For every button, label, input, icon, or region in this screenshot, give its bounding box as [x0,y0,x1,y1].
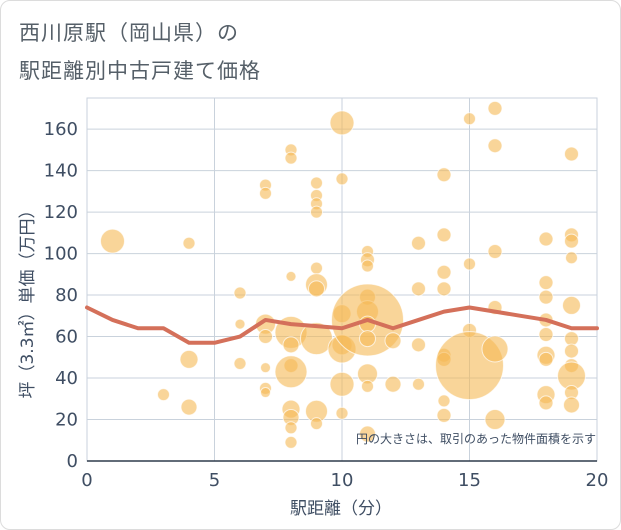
x-tick-label: 0 [81,470,92,491]
bubble-point [437,394,451,408]
x-axis-label: 駅距離（分） [290,499,392,519]
bubble-point [411,337,426,353]
x-tick-label: 10 [331,470,354,491]
bubble-point [259,186,272,200]
y-tick-label: 60 [55,327,78,348]
y-tick-label: 120 [44,202,78,223]
bubble-point [487,243,503,259]
y-tick-label: 40 [55,368,78,389]
trend-line [85,305,599,345]
bubble-point [538,275,554,291]
bubble-point [538,326,554,342]
bubble-series [100,100,586,449]
chart-title-line2: 駅距離別中古戸建て価格 [19,59,261,83]
trend-series [85,305,599,345]
bubble-point [310,205,323,219]
bubble-point [234,318,246,330]
bubble-point [157,388,170,402]
y-tick-label: 0 [67,451,78,472]
bubble-point [361,379,374,393]
bubble-point [258,329,273,345]
bubble-point [260,387,271,399]
bubble-point [463,112,476,126]
bubble-point [361,259,374,273]
x-tick-label: 15 [458,470,481,491]
bubble-point [487,138,503,154]
bubble-point [284,435,298,449]
bubble-point [436,264,452,280]
bubble-point [233,357,247,371]
bubble-point [487,100,503,116]
x-tick-label: 20 [586,470,609,491]
bubble-point [329,371,355,397]
bubble-point [335,406,349,420]
bubble-point [310,176,323,190]
bubble-point [285,270,297,282]
bubble-point [484,409,506,431]
y-axis-label: 坪（3.3㎡）単価（万円） [18,201,38,398]
bubble-point [538,395,554,411]
bubble-point [562,295,581,315]
bubble-point [411,281,426,297]
bubble-point [564,343,579,359]
bubble-point [284,151,298,165]
y-tick-label: 80 [55,285,78,306]
bubble-point [436,281,452,297]
bubble-point [100,228,125,254]
bubble-point [463,257,476,271]
bubble-point [481,335,509,363]
bubble-point [233,286,247,300]
y-tick-label: 20 [55,410,78,431]
y-tick-label: 140 [44,161,78,182]
y-tick-label: 160 [44,119,78,140]
bubble-point [563,396,580,414]
bubble-point [308,280,325,298]
bubble-point [564,233,579,249]
bubble-point [179,349,199,369]
bubble-point [359,330,376,348]
bubble-point [436,407,452,423]
bubble-point [538,351,554,367]
bubble-point [436,167,452,183]
bubble-point [411,235,426,251]
bubble-point [384,332,402,350]
bubble-point [359,425,376,443]
bubble-point [329,110,355,136]
bubble-point [436,227,452,243]
bubble-point [335,172,349,186]
grid-lines [86,97,598,462]
bubble-point [412,377,425,391]
bubble-point [538,289,554,305]
bubble-point [260,362,271,374]
y-tick-label: 100 [44,244,78,265]
size-note: 円の大きさは、取引のあった物件面積を示す [356,431,596,446]
bubble-point [564,331,579,347]
x-tick-label: 5 [209,470,220,491]
bubble-point [538,231,554,247]
bubble-point [564,146,579,162]
bubble-point [310,417,323,431]
chart-title-line1: 西川原駅（岡山県）の [19,21,239,45]
bubble-point [310,261,323,275]
bubble-point [565,251,578,265]
bubble-point [180,398,198,416]
bubble-point [284,421,298,435]
bubble-point [182,236,196,250]
bubble-point [274,355,308,389]
axes: 0 5 10 15 20 0 20 40 60 80 100 120 140 160 [44,119,609,491]
bubble-point [282,336,300,354]
bubble-point [384,375,402,393]
